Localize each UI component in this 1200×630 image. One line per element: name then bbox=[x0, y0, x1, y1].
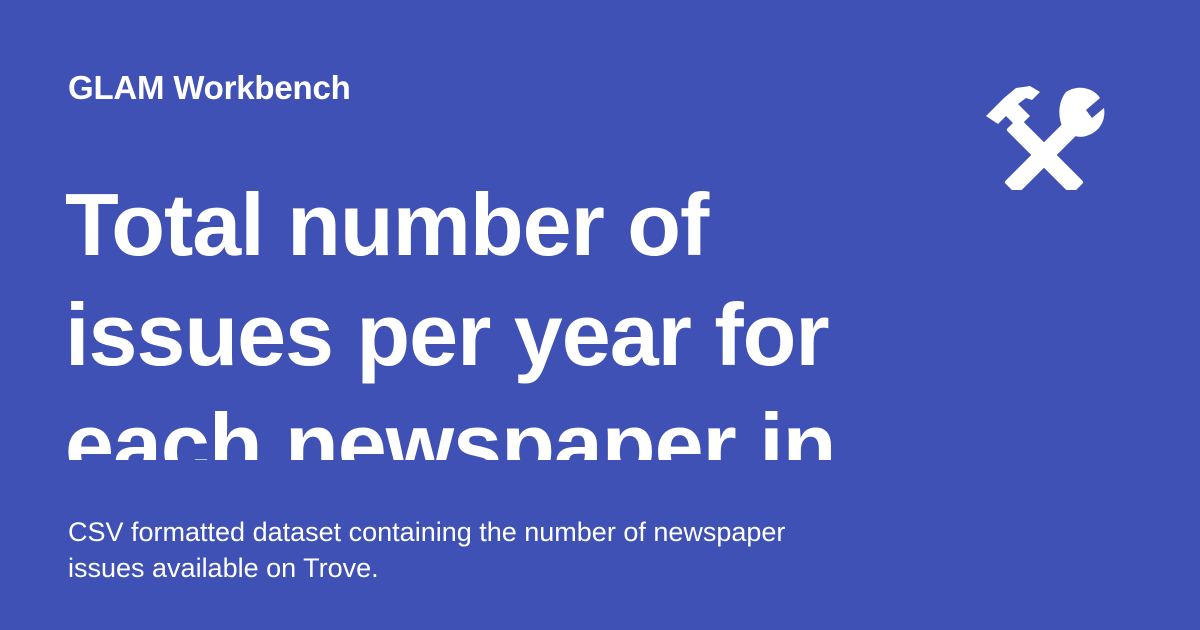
tools-icon bbox=[982, 80, 1106, 190]
wrench-handle bbox=[1004, 117, 1082, 190]
wrench-head bbox=[1059, 87, 1105, 137]
page-description: CSV formatted dataset containing the num… bbox=[68, 517, 786, 583]
hammer-head bbox=[986, 86, 1040, 128]
tools-icon-graphic bbox=[986, 86, 1105, 190]
site-name: GLAM Workbench bbox=[68, 69, 351, 106]
page-title: Total number of issues per year for each… bbox=[65, 175, 836, 460]
